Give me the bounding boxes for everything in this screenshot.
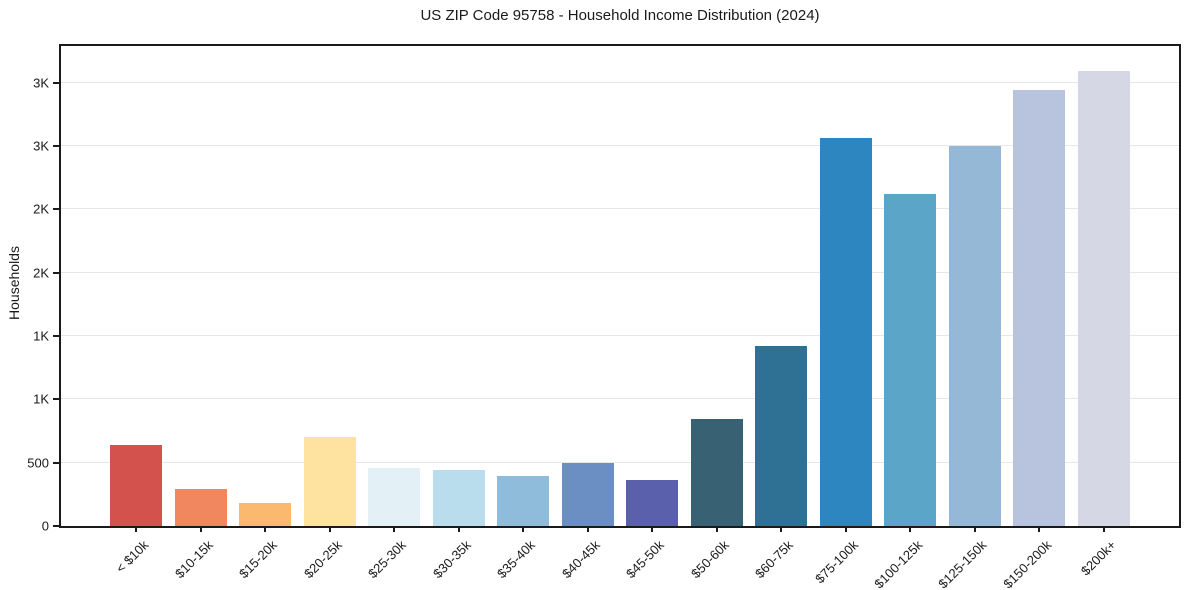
x-tick-label: $45-50k — [623, 537, 668, 582]
x-tick-label: $25-30k — [365, 537, 410, 582]
y-tick-label: 3K — [33, 138, 49, 154]
x-tick-label: $50-60k — [687, 537, 732, 582]
y-tick-mark — [53, 335, 59, 338]
x-tick-label: $60-75k — [752, 537, 797, 582]
y-tick-mark — [53, 461, 59, 464]
gridline — [61, 398, 1179, 400]
y-tick-label: 2K — [33, 201, 49, 217]
bar — [497, 475, 550, 526]
y-tick-label: 500 — [27, 455, 49, 471]
bar — [1077, 70, 1130, 526]
bar — [561, 462, 614, 526]
y-tick-label: 1K — [33, 391, 49, 407]
x-tick-label: $75-100k — [811, 537, 861, 587]
bar — [432, 470, 485, 526]
x-tick-mark — [135, 526, 138, 532]
x-tick-mark — [1038, 526, 1041, 532]
y-tick-mark — [53, 81, 59, 84]
x-tick-label: $150-200k — [1000, 537, 1055, 590]
x-tick-mark — [393, 526, 396, 532]
x-tick-mark — [780, 526, 783, 532]
bar — [368, 468, 421, 526]
bar — [755, 345, 808, 526]
x-tick-label: $125-150k — [935, 537, 990, 590]
x-tick-mark — [1102, 526, 1105, 532]
x-tick-mark — [651, 526, 654, 532]
gridline — [61, 335, 1179, 337]
x-tick-label: $40-45k — [558, 537, 603, 582]
x-tick-label: $30-35k — [429, 537, 474, 582]
bar — [690, 418, 743, 526]
x-tick-label: $200k+ — [1077, 537, 1119, 579]
x-tick-mark — [844, 526, 847, 532]
chart-title: US ZIP Code 95758 - Household Income Dis… — [420, 7, 820, 24]
gridline — [61, 208, 1179, 210]
x-tick-label: $10-15k — [171, 537, 216, 582]
x-tick-label: $20-25k — [300, 537, 345, 582]
y-tick-mark — [53, 271, 59, 274]
y-tick-label: 1K — [33, 328, 49, 344]
bar — [303, 437, 356, 526]
y-tick-label: 3K — [33, 75, 49, 91]
bar — [884, 194, 937, 526]
gridline — [61, 461, 1179, 463]
x-tick-mark — [264, 526, 267, 532]
x-tick-mark — [715, 526, 718, 532]
y-tick-mark — [53, 525, 59, 527]
y-tick-mark — [53, 145, 59, 148]
x-tick-mark — [457, 526, 460, 532]
y-tick-label: 2K — [33, 265, 49, 281]
x-tick-mark — [909, 526, 912, 532]
x-tick-mark — [586, 526, 589, 532]
bar — [948, 146, 1001, 526]
x-tick-mark — [973, 526, 976, 532]
gridline — [61, 271, 1179, 273]
x-tick-mark — [328, 526, 331, 532]
gridline — [61, 145, 1179, 147]
x-tick-label: < $10k — [112, 537, 152, 576]
x-tick-label: $15-20k — [236, 537, 281, 582]
bar — [819, 138, 872, 526]
x-tick-mark — [199, 526, 202, 532]
bar — [1013, 89, 1066, 526]
bar — [174, 489, 227, 526]
bar — [239, 503, 292, 526]
plot-area: 0 500 1K 1K 2K 2K 3K 3K < $10k $10-15k $15-20k $20-… — [27, 44, 1181, 590]
x-tick-label: $100-125k — [871, 537, 926, 590]
gridline — [61, 81, 1179, 83]
bar — [110, 444, 163, 526]
y-tick-mark — [53, 208, 59, 211]
y-axis-label: Households — [6, 246, 22, 320]
bar — [626, 479, 679, 526]
y-tick-label: 0 — [41, 518, 49, 534]
y-tick-mark — [53, 398, 59, 401]
x-tick-mark — [522, 526, 525, 532]
x-tick-label: $35-40k — [494, 537, 539, 582]
